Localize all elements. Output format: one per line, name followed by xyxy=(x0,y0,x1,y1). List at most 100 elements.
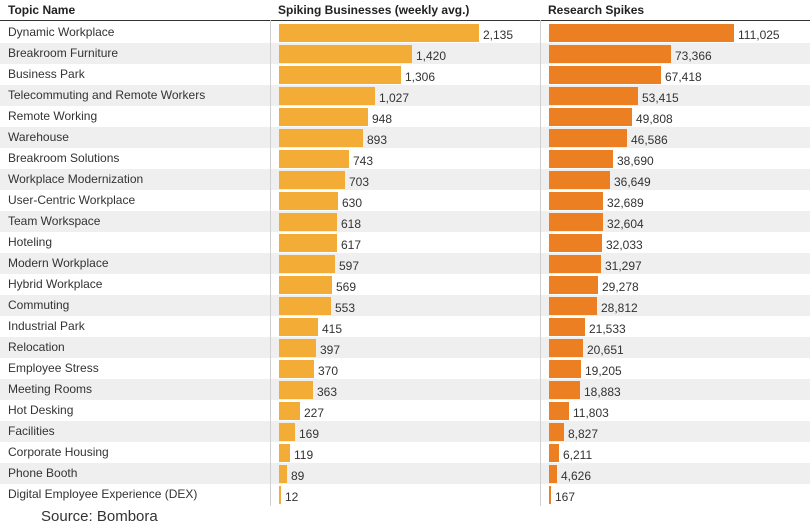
topic-name: Hybrid Workplace xyxy=(8,277,103,291)
spiking-bar xyxy=(279,87,375,105)
topic-name: Business Park xyxy=(8,67,85,81)
research-value: 167 xyxy=(555,490,576,504)
research-bar xyxy=(549,192,603,210)
table-row: Digital Employee Experience (DEX) 12 167 xyxy=(0,484,810,505)
table-row: Corporate Housing 119 6,211 xyxy=(0,442,810,463)
research-bar xyxy=(549,24,734,42)
table-row: Phone Booth 89 4,626 xyxy=(0,463,810,484)
table-row: Remote Working 948 49,808 xyxy=(0,106,810,127)
spiking-bar xyxy=(279,381,313,399)
research-value: 73,366 xyxy=(675,49,712,63)
topic-name: Remote Working xyxy=(8,109,98,123)
spiking-value: 2,135 xyxy=(483,28,514,42)
research-bar xyxy=(549,444,559,462)
topic-name: Breakroom Furniture xyxy=(8,46,119,60)
topic-name: Phone Booth xyxy=(8,466,78,480)
topic-name: Industrial Park xyxy=(8,319,85,333)
table-row: Hoteling 617 32,033 xyxy=(0,232,810,253)
research-bar xyxy=(549,150,613,168)
topic-name: Warehouse xyxy=(8,130,69,144)
topic-name: Team Workspace xyxy=(8,214,101,228)
spiking-bar xyxy=(279,339,316,357)
research-value: 67,418 xyxy=(665,70,702,84)
spiking-value: 948 xyxy=(372,112,393,126)
research-bar xyxy=(549,297,597,315)
table-row: Dynamic Workplace 2,135 111,025 xyxy=(0,22,810,43)
spiking-bar xyxy=(279,402,300,420)
research-value: 28,812 xyxy=(601,301,638,315)
research-bar xyxy=(549,129,627,147)
table-row: Workplace Modernization 703 36,649 xyxy=(0,169,810,190)
spiking-value: 227 xyxy=(304,406,325,420)
spiking-bar xyxy=(279,423,295,441)
research-value: 46,586 xyxy=(631,133,668,147)
research-bar xyxy=(549,171,610,189)
spiking-value: 363 xyxy=(317,385,338,399)
topic-name: Corporate Housing xyxy=(8,445,109,459)
table-row: Breakroom Furniture 1,420 73,366 xyxy=(0,43,810,64)
research-bar xyxy=(549,318,585,336)
table-row: Employee Stress 370 19,205 xyxy=(0,358,810,379)
research-bar xyxy=(549,255,601,273)
table-row: Hybrid Workplace 569 29,278 xyxy=(0,274,810,295)
table-row: Business Park 1,306 67,418 xyxy=(0,64,810,85)
research-value: 32,604 xyxy=(607,217,644,231)
research-value: 32,689 xyxy=(607,196,644,210)
topic-name: Breakroom Solutions xyxy=(8,151,120,165)
research-value: 6,211 xyxy=(563,448,593,462)
research-bar xyxy=(549,402,569,420)
spiking-value: 169 xyxy=(299,427,320,441)
spiking-bar xyxy=(279,486,281,504)
research-value: 38,690 xyxy=(617,154,654,168)
spiking-bar xyxy=(279,66,401,84)
spiking-value: 618 xyxy=(341,217,362,231)
topic-name: Meeting Rooms xyxy=(8,382,93,396)
spiking-value: 743 xyxy=(353,154,374,168)
research-bar xyxy=(549,339,583,357)
spiking-value: 119 xyxy=(294,448,314,462)
research-bar xyxy=(549,486,551,504)
spiking-bar xyxy=(279,318,318,336)
table-row: Meeting Rooms 363 18,883 xyxy=(0,379,810,400)
source-note: Source: Bombora xyxy=(41,508,158,525)
topic-name: Hot Desking xyxy=(8,403,74,417)
table-row: Hot Desking 227 11,803 xyxy=(0,400,810,421)
spiking-bar xyxy=(279,171,345,189)
research-value: 49,808 xyxy=(636,112,673,126)
table-row: User-Centric Workplace 630 32,689 xyxy=(0,190,810,211)
research-value: 31,297 xyxy=(605,259,642,273)
research-value: 21,533 xyxy=(589,322,626,336)
spiking-bar xyxy=(279,150,349,168)
topic-name: Workplace Modernization xyxy=(8,172,144,186)
spiking-bar xyxy=(279,234,337,252)
spiking-value: 1,420 xyxy=(416,49,447,63)
research-bar xyxy=(549,234,602,252)
topic-name: Facilities xyxy=(8,424,55,438)
spiking-value: 415 xyxy=(322,322,343,336)
research-value: 53,415 xyxy=(642,91,679,105)
spiking-bar xyxy=(279,360,314,378)
research-bar xyxy=(549,45,671,63)
spiking-value: 12 xyxy=(285,490,299,504)
spiking-bar xyxy=(279,129,363,147)
spiking-value: 370 xyxy=(318,364,339,378)
topic-name: Hoteling xyxy=(8,235,53,249)
research-bar xyxy=(549,465,557,483)
table-row: Relocation 397 20,651 xyxy=(0,337,810,358)
spiking-value: 553 xyxy=(335,301,356,315)
research-bar xyxy=(549,423,564,441)
research-bar xyxy=(549,108,632,126)
research-bar xyxy=(549,276,598,294)
spiking-value: 569 xyxy=(336,280,357,294)
spiking-value: 1,027 xyxy=(379,91,410,105)
spiking-bar xyxy=(279,213,337,231)
spiking-bar xyxy=(279,255,335,273)
header-spiking-businesses: Spiking Businesses (weekly avg.) xyxy=(278,3,470,17)
topic-name: Telecommuting and Remote Workers xyxy=(8,88,206,102)
research-value: 4,626 xyxy=(561,469,592,483)
spiking-value: 597 xyxy=(339,259,360,273)
topic-name: Employee Stress xyxy=(8,361,99,375)
header-research-spikes: Research Spikes xyxy=(548,3,645,17)
table-row: Modern Workplace 597 31,297 xyxy=(0,253,810,274)
